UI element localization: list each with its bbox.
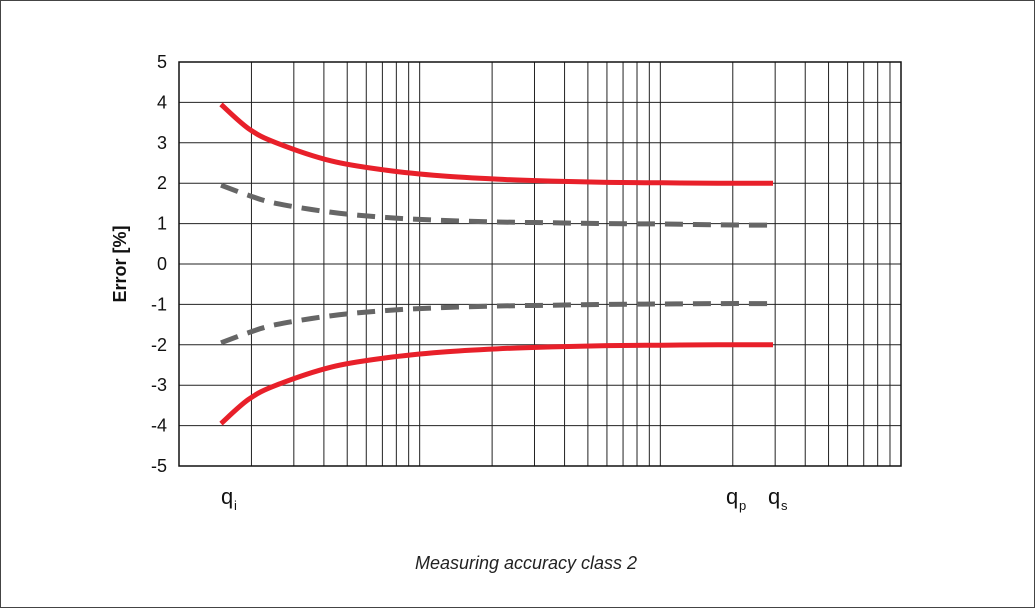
x-marker-sub-i: i: [234, 498, 237, 513]
y-tick-label: 2: [157, 173, 167, 193]
solid-limit-line-3: [219, 342, 774, 426]
y-tick-label: 1: [157, 214, 167, 234]
x-marker-s: q: [768, 484, 780, 509]
y-axis-label: Error [%]: [110, 225, 130, 302]
plot-border: [178, 61, 902, 467]
y-tick-label: -5: [151, 456, 167, 476]
x-marker-i: q: [221, 484, 233, 509]
y-tick-label: -1: [151, 294, 167, 314]
grid: [179, 62, 901, 466]
dashed-limit-line-1: [220, 182, 774, 228]
solid-limit-line-0: [219, 102, 774, 186]
x-marker-sub-s: s: [781, 498, 788, 513]
y-tick-label: -3: [151, 375, 167, 395]
x-marker-sub-p: p: [739, 498, 746, 513]
y-tick-label: -2: [151, 335, 167, 355]
y-tick-label: 0: [157, 254, 167, 274]
x-marker-p: q: [726, 484, 738, 509]
y-tick-labels: 5 4 3 2 1 0 -1 -2 -3 -4 -5: [151, 52, 167, 476]
series-lines: [219, 102, 774, 426]
dashed-limit-line-2: [220, 301, 774, 346]
y-tick-label: 5: [157, 52, 167, 72]
chart-caption: Measuring accuracy class 2: [415, 553, 637, 573]
y-tick-label: -4: [151, 416, 167, 436]
y-tick-label: 3: [157, 133, 167, 153]
y-tick-label: 4: [157, 92, 167, 112]
